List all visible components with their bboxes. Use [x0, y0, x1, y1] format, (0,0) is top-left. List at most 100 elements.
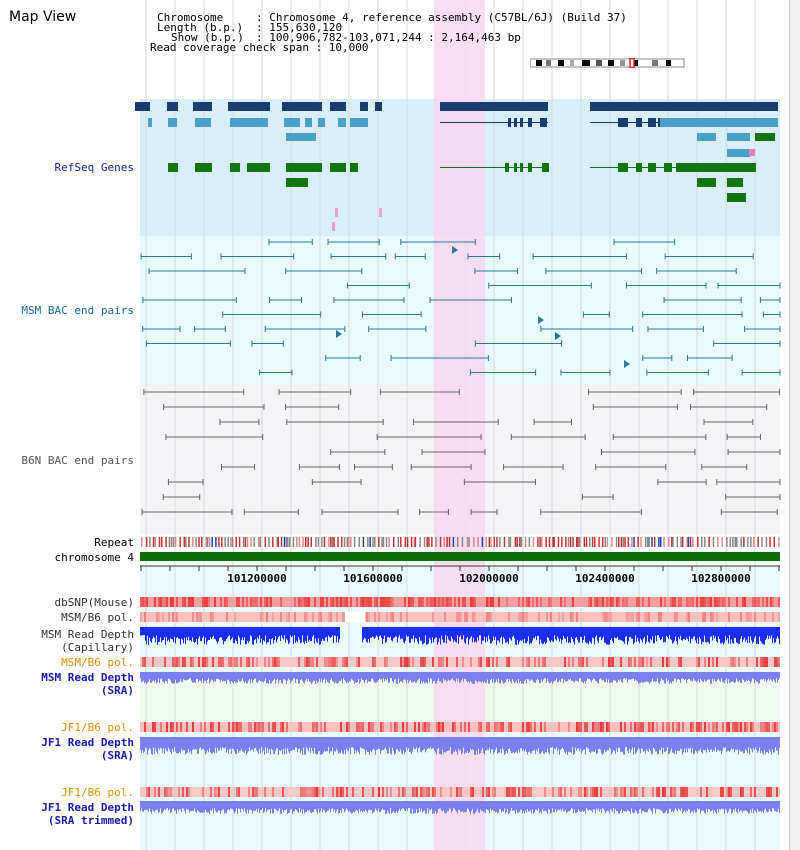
- heat-mark: [700, 722, 702, 732]
- depth-bar: [694, 737, 695, 754]
- depth-bar: [230, 627, 231, 641]
- depth-bar: [316, 627, 317, 642]
- depth-bar: [774, 672, 775, 681]
- track-label-jf1-pol-2[interactable]: JF1/B6 pol.: [61, 786, 134, 799]
- depth-bar: [778, 801, 779, 809]
- depth-bar: [465, 801, 466, 813]
- depth-bar: [692, 672, 693, 682]
- depth-bar: [498, 737, 499, 753]
- depth-bar: [661, 801, 662, 811]
- depth-bar: [740, 627, 741, 639]
- heat-mark: [266, 597, 268, 607]
- depth-bar: [214, 737, 215, 754]
- track-label-refseq[interactable]: RefSeq Genes: [54, 161, 134, 174]
- depth-bar: [166, 672, 167, 681]
- heat-mark: [568, 722, 570, 732]
- selected-region-highlight[interactable]: [434, 0, 485, 850]
- depth-bar: [760, 737, 761, 754]
- depth-bar: [457, 627, 458, 636]
- depth-bar: [767, 801, 768, 813]
- depth-bar: [401, 672, 402, 682]
- depth-bar: [405, 672, 406, 681]
- ideogram-band: [652, 60, 658, 66]
- heat-mark: [158, 787, 160, 797]
- depth-bar: [646, 801, 647, 813]
- heat-mark: [306, 597, 308, 607]
- track-label-jf1-pol-1[interactable]: JF1/B6 pol.: [61, 721, 134, 734]
- track-label-jf1-depth-trim[interactable]: JF1 Read Depth: [41, 801, 134, 814]
- depth-bar: [358, 737, 359, 752]
- depth-bar: [570, 801, 571, 810]
- ideogram-band: [546, 60, 551, 66]
- track-label-chromosome[interactable]: chromosome 4: [54, 551, 134, 564]
- repeat-mark: [215, 537, 217, 547]
- heat-mark: [498, 597, 500, 607]
- heat-mark: [704, 722, 706, 732]
- length-key: Length (b.p.): [157, 21, 244, 34]
- track-label-dbsnp[interactable]: dbSNP(Mouse): [54, 596, 134, 609]
- heat-mark: [580, 787, 582, 797]
- heat-mark: [218, 787, 220, 797]
- heat-mark: [584, 722, 586, 732]
- depth-bar: [292, 627, 293, 637]
- depth-bar: [419, 627, 420, 637]
- heat-mark: [364, 597, 366, 607]
- depth-bar: [663, 737, 664, 748]
- track-label-msm-b6-pol-1[interactable]: MSM/B6 pol.: [61, 611, 134, 624]
- chromosome-ideogram[interactable]: [529, 53, 685, 69]
- heat-mark: [310, 657, 312, 667]
- coverage-span: Read coverage check span : 10,000: [150, 41, 369, 54]
- track-label-b6n-bac[interactable]: B6N BAC end pairs: [21, 454, 134, 467]
- depth-bar: [667, 801, 668, 814]
- depth-bar: [525, 737, 526, 750]
- heat-mark: [428, 722, 430, 732]
- depth-bar: [677, 672, 678, 680]
- depth-bar: [350, 801, 351, 813]
- ideogram-band: [666, 60, 671, 66]
- heat-mark: [346, 722, 348, 732]
- heat-mark: [680, 597, 682, 607]
- depth-bar: [254, 672, 255, 679]
- depth-bar: [656, 672, 657, 682]
- depth-bar: [567, 627, 568, 637]
- heat-mark: [494, 787, 496, 797]
- depth-bar: [470, 672, 471, 681]
- track-label-msm-depth-sra[interactable]: MSM Read Depth: [41, 671, 134, 684]
- depth-bar: [610, 672, 611, 683]
- heat-mark: [394, 722, 396, 732]
- repeat-mark: [285, 537, 288, 547]
- depth-bar: [557, 627, 558, 637]
- depth-bar: [202, 627, 203, 638]
- track-label-msm-depth-cap[interactable]: MSM Read Depth: [41, 628, 134, 641]
- depth-bar: [715, 672, 716, 682]
- depth-bar: [621, 737, 622, 752]
- depth-bar: [162, 737, 163, 753]
- depth-bar: [499, 627, 500, 643]
- depth-bar: [551, 737, 552, 748]
- repeat-mark: [601, 537, 604, 547]
- depth-bar: [729, 627, 730, 636]
- track-label-repeat[interactable]: Repeat: [94, 536, 134, 549]
- depth-bar: [597, 801, 598, 811]
- depth-bar: [543, 627, 544, 644]
- depth-bar: [595, 737, 596, 750]
- track-label-msm-bac[interactable]: MSM BAC end pairs: [21, 304, 134, 317]
- track-label-msm-b6-pol-2[interactable]: MSM/B6 pol.: [61, 656, 134, 669]
- depth-bar: [647, 627, 648, 636]
- depth-bar: [224, 672, 225, 682]
- repeat-mark: [499, 537, 501, 547]
- depth-bar: [400, 627, 401, 640]
- depth-bar: [317, 737, 318, 755]
- heat-mark: [680, 657, 682, 667]
- track-label-jf1-depth-sra[interactable]: JF1 Read Depth: [41, 736, 134, 749]
- depth-bar: [488, 672, 489, 684]
- depth-bar: [619, 737, 620, 749]
- depth-bar: [354, 672, 355, 684]
- depth-bar: [444, 672, 445, 681]
- repeat-mark: [633, 537, 635, 547]
- depth-bar: [562, 801, 563, 809]
- depth-bar: [648, 672, 649, 683]
- depth-bar: [539, 627, 540, 645]
- vertical-scrollbar[interactable]: [789, 0, 800, 850]
